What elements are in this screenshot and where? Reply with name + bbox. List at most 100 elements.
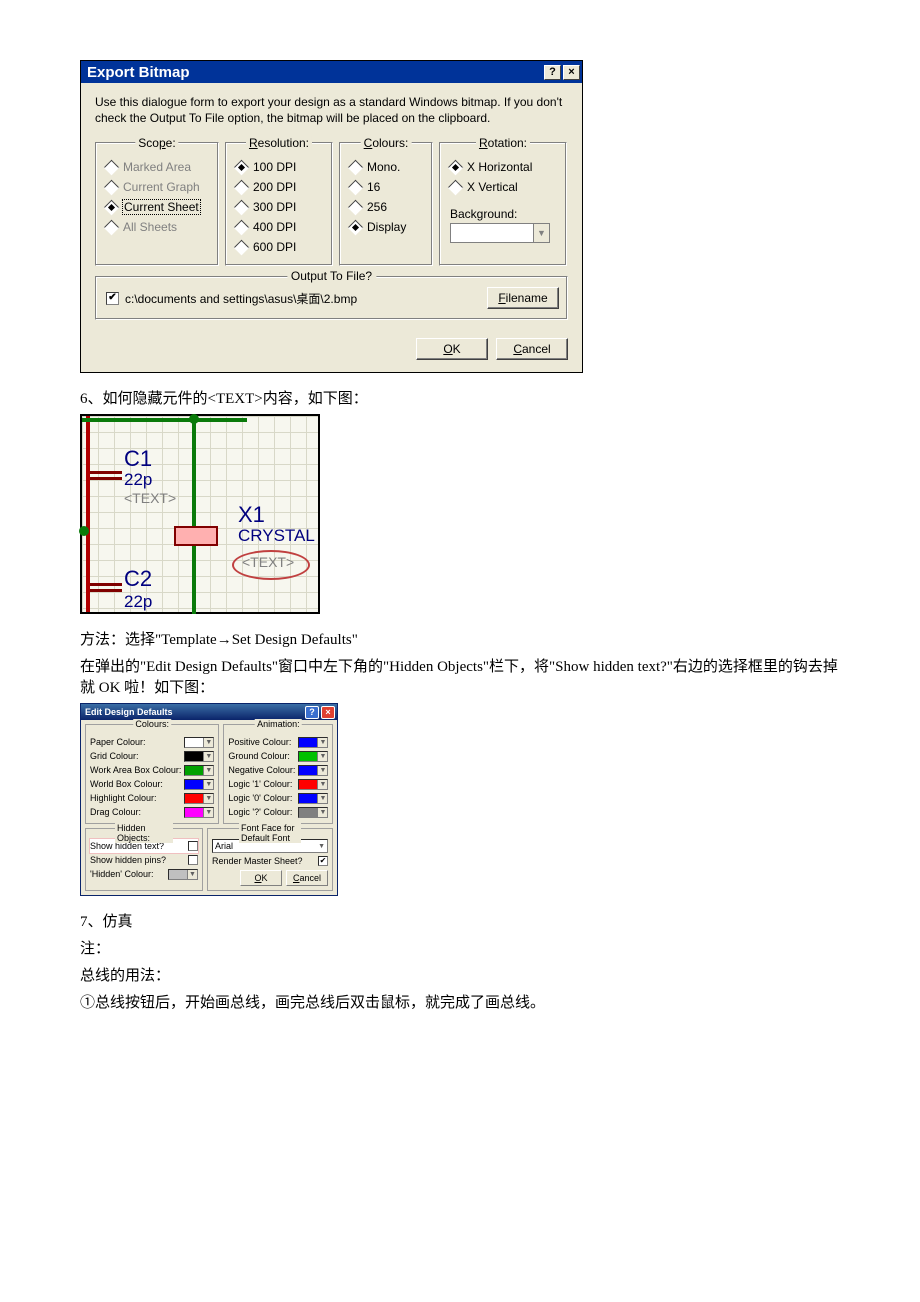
colour-row[interactable]: World Box Colour:▼ (90, 777, 214, 791)
colours-group: Colours: Mono. 16 256 Display (339, 142, 433, 266)
colour-row[interactable]: Paper Colour:▼ (90, 735, 214, 749)
resolution-group: Resolution: 100 DPI 200 DPI 300 DPI 400 … (225, 142, 333, 266)
colour-swatch[interactable]: ▼ (184, 737, 214, 748)
colour-row[interactable]: Ground Colour:▼ (228, 749, 328, 763)
font-group: Font Face for Default Font Arial▼ Render… (207, 828, 333, 891)
hidden-colour-swatch[interactable]: ▼ (168, 869, 198, 880)
animation-legend: Animation: (255, 719, 302, 729)
help-icon[interactable]: ? (305, 706, 319, 719)
paragraph-bus1: ①总线按钮后，开始画总线，画完总线后双击鼠标，就完成了画总线。 (80, 991, 840, 1012)
colour-row[interactable]: Drag Colour:▼ (90, 805, 214, 819)
ok-button2[interactable]: OK (240, 870, 282, 886)
show-hidden-text-checkbox[interactable] (188, 841, 198, 851)
cancel-button[interactable]: Cancel (496, 338, 568, 360)
res-600[interactable]: 600 DPI (236, 237, 324, 257)
colour-swatch[interactable]: ▼ (298, 751, 328, 762)
output-path: c:\documents and settings\asus\桌面\2.bmp (125, 290, 481, 307)
colour-row[interactable]: Logic '0' Colour:▼ (228, 791, 328, 805)
colour-swatch[interactable]: ▼ (298, 779, 328, 790)
paragraph-6: 6、如何隐藏元件的<TEXT>内容，如下图： (80, 387, 840, 408)
dialog-title: Export Bitmap (87, 64, 190, 81)
crystal-icon (174, 526, 218, 546)
rot-v[interactable]: X Vertical (450, 177, 558, 197)
colours-legend2: Colours: (133, 719, 171, 729)
col-16[interactable]: 16 (350, 177, 424, 197)
dialog2-titlebar: Edit Design Defaults ? × (81, 704, 337, 720)
colour-swatch[interactable]: ▼ (184, 765, 214, 776)
render-master-checkbox[interactable] (318, 856, 328, 866)
label-c2v: 22p (124, 592, 152, 612)
col-display[interactable]: Display (350, 217, 424, 237)
colours-legend: Colours: (361, 136, 412, 150)
background-label: Background: (450, 207, 558, 221)
paragraph-7: 7、仿真 (80, 910, 840, 931)
colour-swatch[interactable]: ▼ (184, 807, 214, 818)
res-400[interactable]: 400 DPI (236, 217, 324, 237)
scope-legend: Scope: (135, 136, 178, 150)
help-icon[interactable]: ? (544, 65, 561, 80)
dialog2-title: Edit Design Defaults (85, 707, 173, 717)
colour-swatch[interactable]: ▼ (298, 765, 328, 776)
label-text1: <TEXT> (124, 490, 176, 506)
colour-swatch[interactable]: ▼ (184, 793, 214, 804)
label-x1: X1 (238, 502, 265, 528)
show-hidden-pins-checkbox[interactable] (188, 855, 198, 865)
hidden-objects-group: Hidden Objects: Show hidden text? Show h… (85, 828, 203, 891)
background-combo[interactable]: ▼ (450, 223, 550, 243)
colour-row[interactable]: Logic '?' Colour:▼ (228, 805, 328, 819)
colour-swatch[interactable]: ▼ (298, 793, 328, 804)
colour-swatch[interactable]: ▼ (298, 807, 328, 818)
colour-swatch[interactable]: ▼ (184, 751, 214, 762)
col-mono[interactable]: Mono. (350, 157, 424, 177)
animation-group: Animation: Positive Colour:▼Ground Colou… (223, 724, 333, 824)
highlight-ellipse (232, 550, 310, 580)
scope-current-graph: Current Graph (106, 177, 210, 197)
label-crystal: CRYSTAL (238, 526, 315, 546)
export-bitmap-dialog: Export Bitmap ? × Use this dialogue form… (80, 60, 583, 373)
font-legend: Font Face for Default Font (239, 823, 301, 843)
paragraph-bus: 总线的用法： (80, 964, 840, 985)
label-c1v: 22p (124, 470, 152, 490)
col-256[interactable]: 256 (350, 197, 424, 217)
show-hidden-pins-row[interactable]: Show hidden pins? (90, 853, 198, 867)
close-icon[interactable]: × (321, 706, 335, 719)
res-100[interactable]: 100 DPI (236, 157, 324, 177)
rot-h[interactable]: X Horizontal (450, 157, 558, 177)
filename-button[interactable]: Filename (487, 287, 559, 309)
res-200[interactable]: 200 DPI (236, 177, 324, 197)
paragraph-note: 注： (80, 937, 840, 958)
dialog-titlebar: Export Bitmap ? × (81, 61, 582, 83)
edit-design-defaults-dialog: Edit Design Defaults ? × Colours: Paper … (80, 703, 338, 896)
hidden-colour-row[interactable]: 'Hidden' Colour: ▼ (90, 867, 198, 881)
scope-all-sheets: All Sheets (106, 217, 210, 237)
paragraph-method: 方法：选择"Template→Set Design Defaults" (80, 628, 840, 649)
rotation-legend: Rotation: (476, 136, 530, 150)
scope-group: Scope: Marked Area Current Graph Current… (95, 142, 219, 266)
colour-swatch[interactable]: ▼ (298, 737, 328, 748)
background-swatch (451, 224, 533, 242)
render-master-label: Render Master Sheet? (212, 856, 315, 866)
colour-row[interactable]: Work Area Box Colour:▼ (90, 763, 214, 777)
chevron-down-icon[interactable]: ▼ (533, 224, 549, 242)
circuit-thumbnail: C1 22p <TEXT> X1 CRYSTAL <TEXT> C2 22p (80, 414, 320, 614)
dialog-description: Use this dialogue form to export your de… (95, 95, 568, 126)
res-300[interactable]: 300 DPI (236, 197, 324, 217)
colour-row[interactable]: Grid Colour:▼ (90, 749, 214, 763)
output-checkbox[interactable] (106, 292, 119, 305)
scope-marked-area: Marked Area (106, 157, 210, 177)
colour-row[interactable]: Highlight Colour:▼ (90, 791, 214, 805)
colours-group2: Colours: Paper Colour:▼Grid Colour:▼Work… (85, 724, 219, 824)
colour-row[interactable]: Negative Colour:▼ (228, 763, 328, 777)
cancel-button2[interactable]: Cancel (286, 870, 328, 886)
rotation-group: Rotation: X Horizontal X Vertical Backgr… (439, 142, 567, 266)
output-legend: Output To File? (287, 269, 376, 283)
resolution-legend: Resolution: (246, 136, 312, 150)
ok-button[interactable]: OK (416, 338, 488, 360)
colour-row[interactable]: Positive Colour:▼ (228, 735, 328, 749)
scope-current-sheet[interactable]: Current Sheet (106, 197, 210, 217)
output-to-file-group: Output To File? c:\documents and setting… (95, 276, 568, 320)
close-icon[interactable]: × (563, 65, 580, 80)
colour-swatch[interactable]: ▼ (184, 779, 214, 790)
colour-row[interactable]: Logic '1' Colour:▼ (228, 777, 328, 791)
hidden-legend: Hidden Objects: (115, 823, 173, 843)
